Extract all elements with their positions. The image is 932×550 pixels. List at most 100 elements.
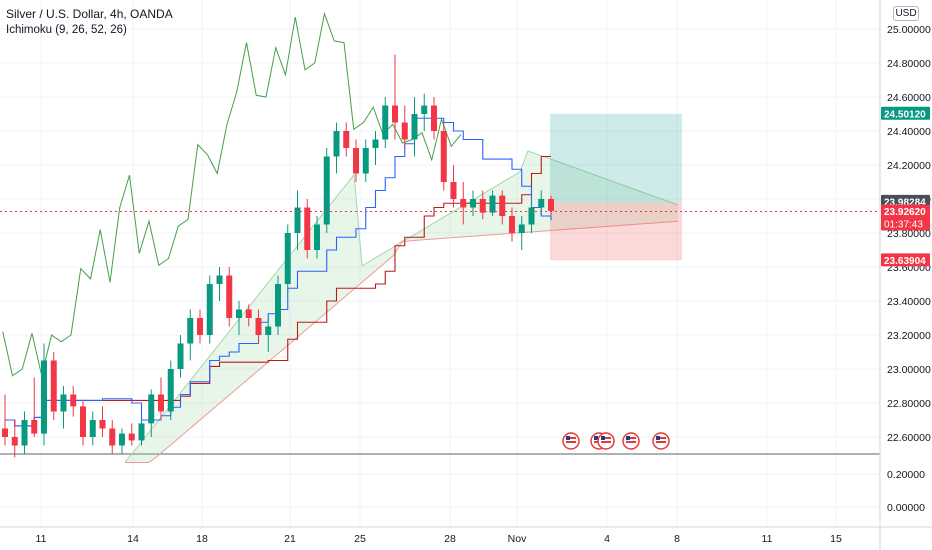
candle-body[interactable] (50, 360, 57, 412)
candle-body[interactable] (314, 224, 320, 251)
chikou-span (2, 11, 462, 377)
candle-body[interactable] (216, 275, 223, 285)
senkou-span-a (124, 150, 679, 463)
candle-body[interactable] (226, 275, 233, 319)
time-tick-label: 14 (127, 533, 139, 545)
currency-badge[interactable]: USD (893, 6, 919, 21)
candle-body[interactable] (89, 420, 96, 437)
ichimoku-cloud (125, 150, 678, 463)
candle-body[interactable] (353, 148, 359, 174)
last-price-badge-label: 23.92620 (884, 207, 926, 218)
flag-stripe (601, 437, 611, 439)
senkou-span-b (125, 220, 679, 463)
stop-price-badge[interactable] (881, 253, 930, 267)
time-tick-label: 15 (830, 533, 842, 545)
candle-body[interactable] (21, 420, 28, 446)
time-tick-label: 25 (354, 533, 366, 545)
candle-body[interactable] (236, 309, 242, 319)
candle-body[interactable] (401, 122, 408, 140)
candle-body[interactable] (421, 105, 428, 115)
candle-body[interactable] (177, 343, 184, 370)
tenkan-sen (5, 117, 552, 427)
last-price-badge[interactable] (881, 204, 930, 231)
price-tick-label: 23.20000 (887, 330, 931, 342)
candle-body[interactable] (31, 420, 38, 434)
time-tick-label: 11 (762, 533, 773, 545)
candle-body[interactable] (197, 318, 203, 335)
time-tick-label: 21 (284, 533, 296, 545)
price-tick-label: 24.20000 (887, 160, 931, 172)
price-tick-label: 23.40000 (887, 296, 931, 308)
candle-body[interactable] (411, 114, 418, 140)
price-tick-label: 22.80000 (887, 398, 931, 410)
candle-body[interactable] (431, 105, 437, 132)
candle-body[interactable] (323, 156, 330, 225)
flag-canton (601, 436, 605, 440)
candle-body[interactable] (265, 326, 272, 336)
stop-price-badge-label: 23.63904 (884, 256, 926, 267)
price-tick-label: 25.20000 (887, 0, 931, 2)
candle-body[interactable] (284, 233, 291, 284)
candle-body[interactable] (128, 433, 135, 441)
candle-body[interactable] (167, 369, 174, 412)
target-price-badge-label: 24.50120 (884, 109, 926, 120)
candle-body[interactable] (470, 199, 476, 208)
flag-stripe (656, 441, 666, 443)
candle-body[interactable] (80, 406, 86, 437)
candle-body[interactable] (343, 131, 350, 148)
candle-body[interactable] (138, 423, 145, 441)
candle-body[interactable] (372, 139, 379, 149)
candle-body[interactable] (304, 207, 311, 251)
stop-zone[interactable] (550, 201, 682, 261)
candle-body[interactable] (119, 433, 125, 446)
candle-body[interactable] (11, 437, 18, 446)
candle-body[interactable] (148, 394, 155, 424)
candle-body[interactable] (2, 428, 8, 438)
candle-body[interactable] (60, 394, 67, 412)
candle-body[interactable] (392, 105, 398, 123)
candle-body[interactable] (99, 420, 106, 429)
time-tick-label: 4 (604, 533, 610, 545)
price-tick-label: 25.00000 (887, 24, 931, 36)
candle-body[interactable] (489, 195, 496, 213)
flag-canton (626, 436, 630, 440)
candle-body[interactable] (294, 207, 301, 234)
candle-body[interactable] (158, 394, 164, 412)
ichimoku-legend[interactable]: Ichimoku (9, 26, 52, 26) (6, 24, 127, 36)
candle-body[interactable] (187, 318, 194, 344)
symbol-legend[interactable]: Silver / U.S. Dollar, 4h, OANDA (6, 7, 173, 21)
candle-body[interactable] (538, 199, 545, 208)
flag-stripe (656, 437, 666, 439)
time-tick-label: 18 (196, 533, 208, 545)
candle-body[interactable] (255, 318, 262, 335)
price-tick-label: 24.80000 (887, 58, 931, 70)
candle-body[interactable] (548, 199, 554, 211)
candle-body[interactable] (245, 309, 252, 319)
price-tick-label: 24.40000 (887, 126, 931, 138)
candle-body[interactable] (450, 182, 457, 199)
entry-price-badge-label: 23.98284 (884, 197, 926, 208)
candle-body[interactable] (275, 284, 281, 327)
candle-body[interactable] (41, 360, 47, 434)
candle-body[interactable] (499, 195, 506, 216)
candle-body[interactable] (70, 394, 77, 407)
countdown-label: 01:37:43 (884, 220, 923, 231)
candle-body[interactable] (362, 148, 369, 174)
candle-body[interactable] (109, 428, 116, 446)
candle-body[interactable] (528, 207, 535, 225)
target-zone[interactable] (550, 113, 682, 202)
candle-body[interactable] (206, 284, 213, 335)
price-tick-label: 23.80000 (887, 228, 931, 240)
candle-body[interactable] (479, 199, 486, 213)
flag-stripe (566, 437, 576, 439)
candle-body[interactable] (382, 105, 389, 140)
time-tick-label: 8 (674, 533, 680, 545)
candle-body[interactable] (440, 131, 447, 182)
candle-body[interactable] (333, 131, 340, 157)
target-price-badge[interactable] (881, 106, 930, 120)
candle-body[interactable] (460, 199, 467, 208)
candle-body[interactable] (518, 224, 525, 234)
candle-body[interactable] (509, 216, 515, 233)
